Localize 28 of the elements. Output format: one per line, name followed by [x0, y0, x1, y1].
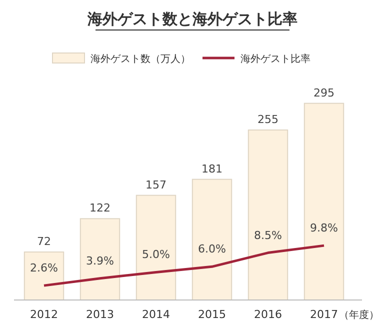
bar	[136, 194, 176, 300]
bar	[248, 130, 288, 300]
chart-title: 海外ゲスト数と海外ゲスト比率	[86, 10, 298, 28]
data-label: 9.8%	[310, 222, 338, 235]
legend-label: 海外ゲスト比率	[240, 53, 310, 65]
data-label: 255	[258, 113, 278, 126]
data-label: 8.5%	[254, 228, 282, 242]
bar	[304, 102, 344, 300]
x-tick-label: 2014	[142, 308, 170, 321]
data-label: 72	[37, 235, 51, 248]
bar	[192, 178, 232, 300]
data-label: 157	[146, 178, 166, 192]
bar	[24, 252, 64, 300]
data-label: 2.6%	[30, 262, 58, 275]
x-tick-label: 2015	[198, 308, 226, 321]
x-tick-label: 2012	[30, 308, 58, 321]
x-axis-title: （年度）	[339, 309, 379, 321]
data-label: 181	[202, 162, 222, 176]
legend-label: 海外ゲスト数（万人）	[90, 53, 190, 65]
bar	[80, 218, 120, 300]
data-label: 122	[90, 202, 110, 215]
data-label: 5.0%	[142, 248, 170, 262]
data-label: 6.0%	[198, 242, 226, 256]
x-tick-label: 2017	[310, 308, 338, 321]
x-tick-label: 2016	[254, 308, 282, 321]
x-tick-label: 2013	[86, 308, 114, 321]
data-label: 295	[314, 86, 334, 100]
data-label: 3.9%	[86, 254, 114, 268]
